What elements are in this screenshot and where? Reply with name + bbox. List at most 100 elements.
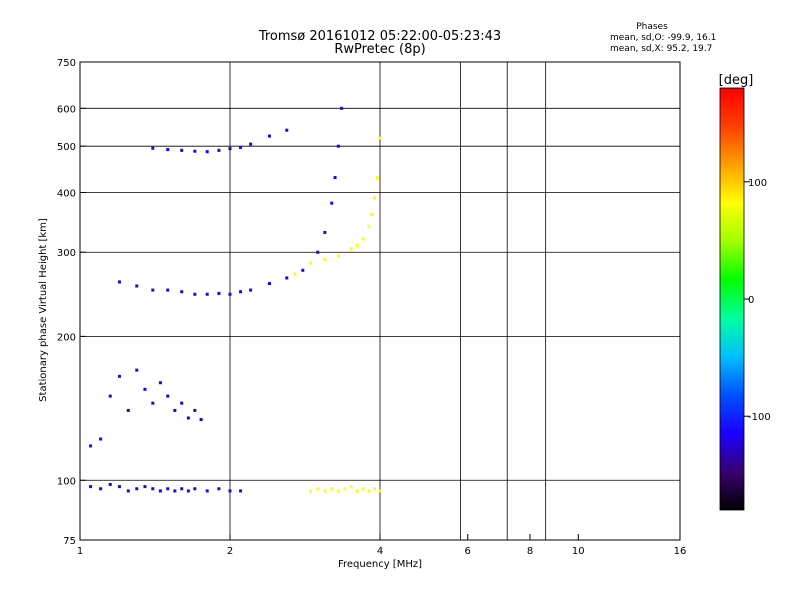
colorbar-tick-label: -100 bbox=[748, 412, 771, 423]
data-point bbox=[267, 282, 271, 286]
data-point bbox=[330, 201, 334, 205]
data-point bbox=[378, 136, 382, 140]
y-tick-label: 300 bbox=[57, 248, 76, 259]
data-point bbox=[166, 288, 170, 292]
data-point bbox=[301, 268, 305, 272]
data-point bbox=[285, 276, 289, 280]
data-point bbox=[367, 489, 371, 493]
data-point bbox=[173, 408, 177, 412]
data-point bbox=[285, 128, 289, 132]
data-point bbox=[180, 487, 184, 491]
data-point bbox=[349, 247, 353, 251]
y-tick-label: 750 bbox=[57, 58, 76, 69]
data-point bbox=[151, 487, 155, 491]
y-tick-label: 200 bbox=[57, 332, 76, 343]
data-point bbox=[239, 145, 243, 149]
data-point bbox=[126, 408, 130, 412]
colorbar-label: [deg] bbox=[719, 73, 754, 88]
data-point bbox=[166, 487, 170, 491]
data-point bbox=[323, 230, 327, 234]
data-point bbox=[173, 489, 177, 493]
data-point bbox=[108, 394, 112, 398]
data-point bbox=[355, 243, 359, 247]
data-point bbox=[361, 487, 365, 491]
data-point bbox=[99, 437, 103, 441]
colorbar-ticks: 100 0 -100 bbox=[744, 178, 771, 423]
data-point bbox=[333, 175, 337, 179]
data-point bbox=[373, 487, 377, 491]
data-point bbox=[308, 489, 312, 493]
data-point bbox=[349, 485, 353, 489]
data-point bbox=[158, 381, 162, 385]
x-tick-label: 8 bbox=[527, 546, 533, 557]
chart-title: Tromsø 20161012 05:22:00-05:23:43 bbox=[258, 29, 501, 44]
data-point bbox=[378, 489, 382, 493]
data-point bbox=[343, 487, 347, 491]
data-point bbox=[336, 254, 340, 258]
data-point bbox=[217, 148, 221, 152]
y-tick-label: 100 bbox=[57, 476, 76, 487]
y-axis: 75 100 200 300 400 500 600 750 bbox=[57, 58, 86, 547]
data-point bbox=[355, 489, 359, 493]
data-point bbox=[135, 368, 139, 372]
data-point bbox=[249, 142, 253, 146]
data-point bbox=[205, 150, 209, 154]
data-point bbox=[135, 284, 139, 288]
data-point bbox=[367, 224, 371, 228]
data-point bbox=[239, 290, 243, 294]
data-point bbox=[217, 291, 221, 295]
data-point bbox=[316, 250, 320, 254]
y-tick-label: 75 bbox=[63, 536, 76, 547]
data-point bbox=[323, 257, 327, 261]
data-point bbox=[308, 261, 312, 265]
data-point bbox=[180, 148, 184, 152]
data-point bbox=[180, 401, 184, 405]
y-axis-label: Stationary phase Virtual Height [km] bbox=[38, 218, 49, 402]
data-point bbox=[239, 489, 243, 493]
data-point bbox=[228, 292, 232, 296]
data-point bbox=[108, 482, 112, 486]
data-point bbox=[336, 489, 340, 493]
data-point bbox=[143, 485, 147, 489]
data-points bbox=[89, 106, 382, 493]
data-point bbox=[135, 487, 139, 491]
data-point bbox=[267, 134, 271, 138]
x-axis: 1 2 4 6 8 10 16 bbox=[77, 534, 687, 557]
stats-x-line: mean, sd,X: 95.2, 19.7 bbox=[610, 44, 712, 54]
x-tick-label: 4 bbox=[377, 546, 383, 557]
data-point bbox=[323, 489, 327, 493]
data-point bbox=[316, 487, 320, 491]
data-point bbox=[99, 487, 103, 491]
stats-o-line: mean, sd,O: -99.9, 16.1 bbox=[610, 33, 716, 43]
data-point bbox=[186, 489, 190, 493]
data-point bbox=[126, 489, 130, 493]
data-point bbox=[89, 444, 93, 448]
data-point bbox=[89, 485, 93, 489]
data-point bbox=[117, 485, 121, 489]
data-point bbox=[228, 489, 232, 493]
data-point bbox=[205, 292, 209, 296]
y-tick-label: 500 bbox=[57, 142, 76, 153]
data-point bbox=[199, 418, 203, 422]
data-point bbox=[166, 148, 170, 152]
data-point bbox=[217, 487, 221, 491]
data-point bbox=[117, 374, 121, 378]
data-point bbox=[193, 292, 197, 296]
data-point bbox=[166, 394, 170, 398]
data-point bbox=[205, 489, 209, 493]
colorbar bbox=[719, 87, 745, 511]
data-point bbox=[151, 288, 155, 292]
data-point bbox=[375, 175, 379, 179]
data-point bbox=[117, 280, 121, 284]
colorbar-tick-label: 100 bbox=[748, 178, 767, 189]
data-point bbox=[336, 144, 340, 148]
data-point bbox=[361, 237, 365, 241]
data-point bbox=[180, 290, 184, 294]
x-tick-label: 16 bbox=[674, 546, 687, 557]
data-point bbox=[228, 147, 232, 151]
data-point bbox=[186, 416, 190, 420]
colorbar-tick-label: 0 bbox=[748, 295, 754, 306]
data-point bbox=[143, 387, 147, 391]
x-axis-label: Frequency [MHz] bbox=[338, 559, 422, 570]
